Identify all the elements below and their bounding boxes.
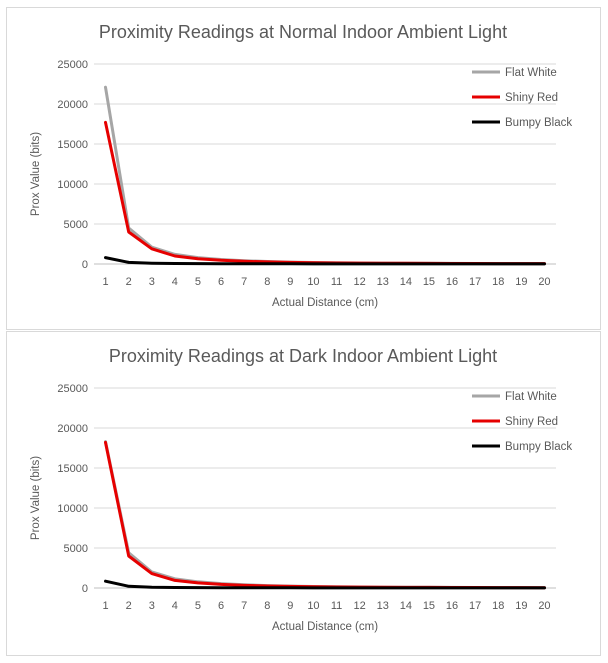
x-tick-label: 1 bbox=[102, 276, 108, 288]
y-tick-label: 25000 bbox=[57, 383, 88, 395]
chart-svg-dark-light: Proximity Readings at Dark Indoor Ambien… bbox=[30, 346, 572, 633]
x-tick-label: 10 bbox=[307, 276, 319, 288]
x-tick-label: 20 bbox=[538, 600, 550, 612]
x-tick-label: 10 bbox=[307, 600, 319, 612]
x-tick-label: 14 bbox=[400, 276, 412, 288]
y-tick-label: 20000 bbox=[57, 99, 88, 111]
legend-label-flat-white: Flat White bbox=[505, 391, 557, 403]
chart-title: Proximity Readings at Normal Indoor Ambi… bbox=[99, 22, 507, 42]
y-tick-label: 25000 bbox=[57, 59, 88, 71]
x-tick-label: 13 bbox=[377, 276, 389, 288]
x-tick-label: 15 bbox=[423, 276, 435, 288]
x-tick-label: 8 bbox=[264, 276, 270, 288]
x-tick-label: 18 bbox=[492, 276, 504, 288]
x-tick-label: 12 bbox=[354, 276, 366, 288]
x-axis-title: Actual Distance (cm) bbox=[272, 297, 378, 309]
x-tick-label: 17 bbox=[469, 600, 481, 612]
y-tick-label: 15000 bbox=[57, 139, 88, 151]
y-axis-title: Prox Value (bits) bbox=[30, 456, 42, 540]
x-tick-label: 7 bbox=[241, 276, 247, 288]
y-tick-label: 5000 bbox=[64, 543, 88, 555]
chart-svg-normal-light: Proximity Readings at Normal Indoor Ambi… bbox=[30, 22, 572, 309]
x-tick-label: 4 bbox=[172, 276, 178, 288]
x-tick-label: 19 bbox=[515, 276, 527, 288]
x-tick-label: 5 bbox=[195, 600, 201, 612]
legend-label-flat-white: Flat White bbox=[505, 67, 557, 79]
legend-label-shiny-red: Shiny Red bbox=[505, 92, 558, 104]
y-axis-title: Prox Value (bits) bbox=[30, 132, 42, 216]
x-tick-label: 9 bbox=[287, 276, 293, 288]
x-tick-label: 2 bbox=[126, 276, 132, 288]
y-tick-label: 15000 bbox=[57, 463, 88, 475]
series-line-flat-white bbox=[104, 440, 546, 590]
x-tick-label: 4 bbox=[172, 600, 178, 612]
x-tick-label: 11 bbox=[331, 600, 342, 612]
series-line-flat-white bbox=[104, 85, 546, 266]
chart-title: Proximity Readings at Dark Indoor Ambien… bbox=[109, 346, 497, 366]
x-tick-label: 5 bbox=[195, 276, 201, 288]
x-tick-label: 14 bbox=[400, 600, 412, 612]
x-tick-label: 20 bbox=[538, 276, 550, 288]
legend-label-bumpy-black: Bumpy Black bbox=[505, 117, 572, 129]
y-tick-label: 20000 bbox=[57, 423, 88, 435]
legend-label-shiny-red: Shiny Red bbox=[505, 416, 558, 428]
y-tick-label: 10000 bbox=[57, 179, 88, 191]
x-tick-label: 17 bbox=[469, 276, 481, 288]
y-tick-label: 0 bbox=[82, 259, 88, 271]
x-tick-label: 6 bbox=[218, 276, 224, 288]
series-line-bumpy-black bbox=[104, 256, 546, 266]
x-tick-label: 7 bbox=[241, 600, 247, 612]
x-tick-label: 15 bbox=[423, 600, 435, 612]
y-tick-label: 0 bbox=[82, 583, 88, 595]
series-line-shiny-red bbox=[104, 440, 546, 590]
x-tick-label: 3 bbox=[149, 600, 155, 612]
x-tick-label: 16 bbox=[446, 276, 458, 288]
x-tick-label: 8 bbox=[264, 600, 270, 612]
y-tick-label: 5000 bbox=[64, 219, 88, 231]
x-tick-label: 1 bbox=[102, 600, 108, 612]
x-tick-label: 18 bbox=[492, 600, 504, 612]
x-tick-label: 16 bbox=[446, 600, 458, 612]
x-tick-label: 6 bbox=[218, 600, 224, 612]
x-tick-label: 11 bbox=[331, 276, 342, 288]
legend-label-bumpy-black: Bumpy Black bbox=[505, 441, 572, 453]
chart-panel-dark-light: Proximity Readings at Dark Indoor Ambien… bbox=[6, 331, 601, 656]
x-tick-label: 2 bbox=[126, 600, 132, 612]
chart-panel-normal-light: Proximity Readings at Normal Indoor Ambi… bbox=[6, 7, 601, 330]
x-tick-label: 13 bbox=[377, 600, 389, 612]
series-line-bumpy-black bbox=[104, 579, 546, 590]
x-tick-label: 9 bbox=[287, 600, 293, 612]
x-tick-label: 12 bbox=[354, 600, 366, 612]
x-tick-label: 3 bbox=[149, 276, 155, 288]
y-tick-label: 10000 bbox=[57, 503, 88, 515]
x-axis-title: Actual Distance (cm) bbox=[272, 621, 378, 633]
x-tick-label: 19 bbox=[515, 600, 527, 612]
